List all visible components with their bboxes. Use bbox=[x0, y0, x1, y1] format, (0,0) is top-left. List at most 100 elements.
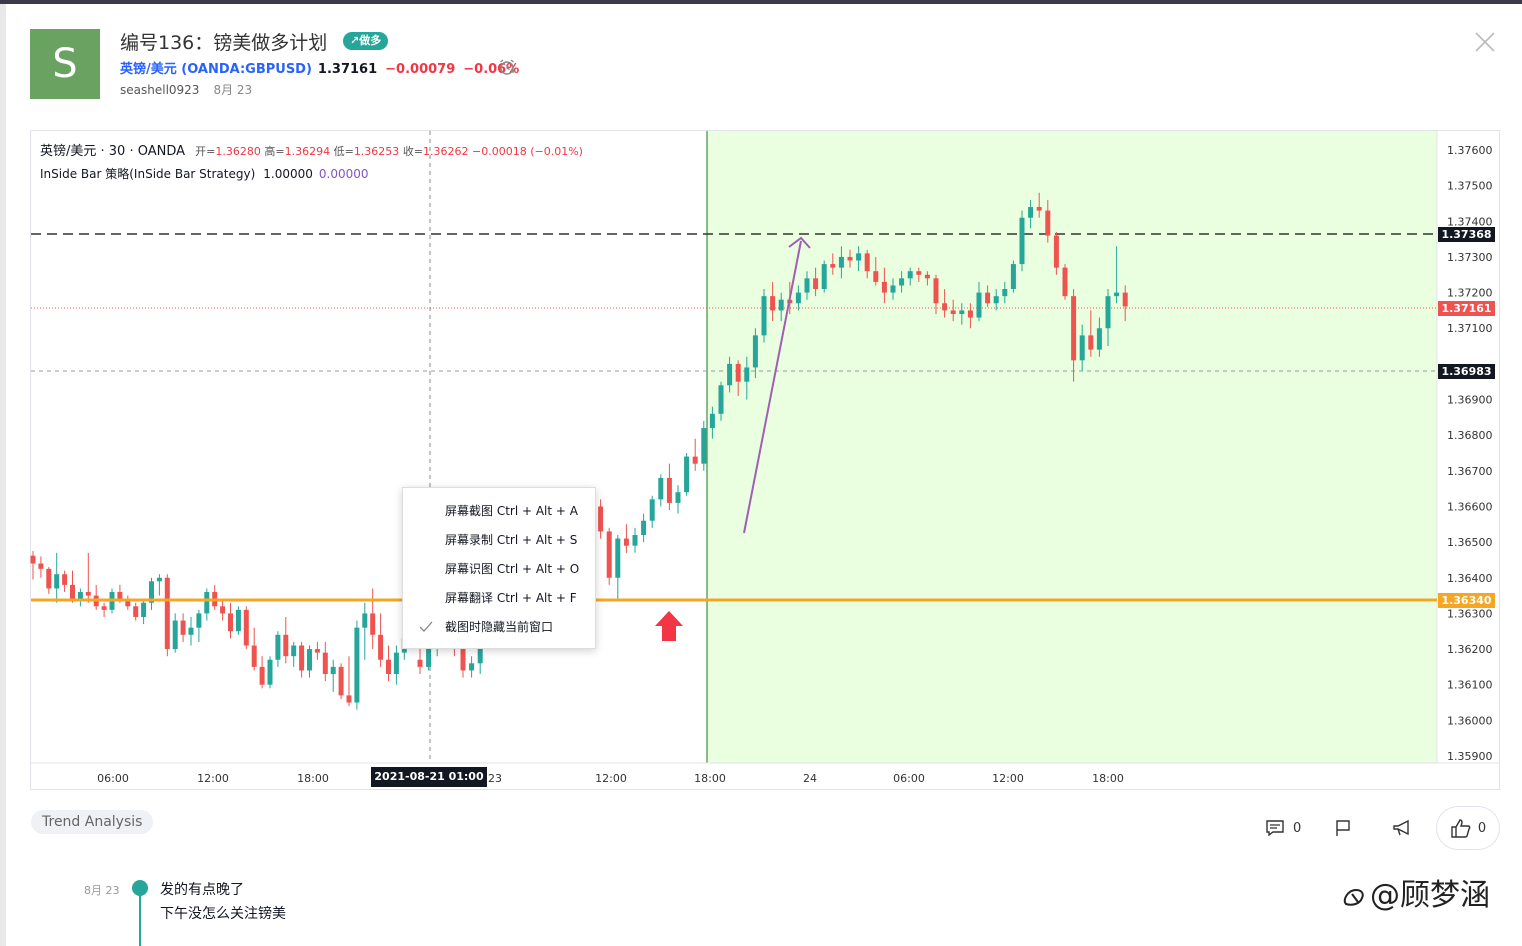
flag-button[interactable] bbox=[1334, 816, 1352, 840]
candle-body bbox=[77, 592, 83, 600]
buy-arrow-icon bbox=[655, 611, 683, 641]
candle-body bbox=[156, 577, 162, 582]
symbol-link[interactable]: 英镑/美元 (OANDA:GBPUSD) bbox=[120, 62, 312, 77]
candle bbox=[701, 420, 707, 471]
price-tick-label: 1.37100 bbox=[1447, 322, 1493, 335]
time-tick-label: 23 bbox=[488, 772, 502, 785]
candle bbox=[1053, 231, 1059, 275]
menu-item-screenshot[interactable]: 屏幕截图 Ctrl + Alt + A bbox=[445, 504, 578, 518]
close-icon[interactable] bbox=[1474, 31, 1496, 53]
like-count: 0 bbox=[1477, 820, 1487, 836]
candle bbox=[101, 602, 107, 617]
candle-body bbox=[267, 659, 273, 685]
candle-body bbox=[881, 281, 887, 293]
candle bbox=[196, 609, 202, 642]
candle-body bbox=[899, 278, 905, 286]
price-tick-label: 1.36300 bbox=[1447, 607, 1493, 620]
menu-item-hide-window[interactable]: 截图时隐藏当前窗口 bbox=[445, 620, 554, 634]
candle-body bbox=[933, 278, 939, 304]
candle-body bbox=[795, 292, 801, 304]
candle bbox=[93, 584, 99, 610]
candle bbox=[942, 289, 948, 318]
candle-body bbox=[598, 506, 604, 532]
strategy-name: InSide Bar 策略(InSide Bar Strategy) bbox=[40, 167, 256, 181]
page-title: 编号136：镑美做多计划 bbox=[120, 32, 328, 54]
timeline-date: 8月 23 bbox=[84, 884, 120, 897]
candle bbox=[307, 645, 312, 678]
candle-body bbox=[976, 292, 982, 318]
candle bbox=[735, 360, 741, 396]
timeline-line bbox=[139, 890, 141, 946]
candle bbox=[1028, 199, 1034, 229]
candle bbox=[283, 616, 289, 664]
candle bbox=[606, 527, 612, 585]
candle-body bbox=[393, 652, 399, 675]
candle-body bbox=[658, 477, 664, 500]
candle bbox=[1036, 192, 1042, 218]
candle bbox=[1002, 281, 1008, 304]
candle-body bbox=[477, 638, 483, 664]
candle bbox=[251, 627, 257, 671]
alarm-clock-icon[interactable] bbox=[498, 58, 516, 76]
candle-body bbox=[299, 645, 305, 671]
time-tick-label: 12:00 bbox=[992, 772, 1024, 785]
candle-body bbox=[1088, 335, 1094, 350]
candle-body bbox=[727, 363, 733, 386]
candle bbox=[718, 381, 724, 421]
candle bbox=[1045, 199, 1051, 243]
candle bbox=[1088, 310, 1094, 357]
idea-tag[interactable]: Trend Analysis bbox=[31, 810, 154, 834]
candle-body bbox=[149, 581, 154, 603]
candle bbox=[156, 574, 162, 596]
candle bbox=[393, 645, 399, 685]
candle-body bbox=[864, 253, 870, 272]
candle-body bbox=[1036, 207, 1042, 211]
candle bbox=[1079, 324, 1085, 372]
candle-body bbox=[1105, 296, 1111, 329]
candle bbox=[38, 556, 44, 578]
candle bbox=[1096, 317, 1102, 357]
candle bbox=[180, 613, 186, 642]
chart-legend-strategy[interactable]: InSide Bar 策略(InSide Bar Strategy) 1.0000… bbox=[40, 165, 369, 182]
candle bbox=[916, 267, 922, 282]
trend-arrow-head bbox=[788, 236, 811, 249]
menu-item-record[interactable]: 屏幕录制 Ctrl + Alt + S bbox=[445, 533, 578, 547]
timeline-text-line-2: 下午没怎么关注镑美 bbox=[160, 906, 286, 922]
candle-body bbox=[632, 534, 638, 546]
candle-body bbox=[251, 645, 257, 667]
avatar[interactable]: S bbox=[30, 29, 100, 99]
comments-button[interactable]: 0 bbox=[1265, 816, 1301, 840]
menu-item-translate[interactable]: 屏幕翻译 Ctrl + Alt + F bbox=[445, 591, 577, 605]
candle bbox=[1114, 246, 1120, 304]
candle-body bbox=[291, 645, 297, 657]
candle bbox=[346, 656, 352, 707]
candle bbox=[890, 278, 896, 300]
crosshair-time-tag: 2021-08-21 01:00 bbox=[371, 767, 487, 787]
candle bbox=[795, 285, 801, 311]
price-tick-label: 1.37600 bbox=[1447, 144, 1493, 157]
candle bbox=[658, 474, 664, 507]
candle-body bbox=[330, 666, 336, 675]
candle-body bbox=[606, 531, 612, 578]
candle-body bbox=[322, 652, 328, 675]
candle bbox=[967, 303, 973, 329]
candle-body bbox=[770, 296, 776, 311]
candle bbox=[243, 606, 249, 650]
candle bbox=[692, 438, 698, 471]
candle bbox=[623, 524, 629, 553]
like-button[interactable]: 0 bbox=[1436, 806, 1500, 850]
author-name[interactable]: seashell0923 bbox=[120, 83, 200, 97]
candle-body bbox=[220, 606, 226, 614]
candle bbox=[188, 616, 194, 646]
price-tick-label: 1.36600 bbox=[1447, 500, 1493, 513]
candle-body bbox=[259, 666, 265, 685]
candle-body bbox=[204, 592, 210, 614]
candle-body bbox=[1045, 210, 1051, 236]
share-button[interactable] bbox=[1392, 816, 1412, 840]
candle bbox=[417, 649, 423, 675]
candle bbox=[907, 267, 913, 286]
candle-body bbox=[354, 627, 360, 703]
candle-body bbox=[1114, 292, 1120, 297]
candle bbox=[275, 631, 281, 667]
menu-item-recognize[interactable]: 屏幕识图 Ctrl + Alt + O bbox=[445, 562, 580, 576]
